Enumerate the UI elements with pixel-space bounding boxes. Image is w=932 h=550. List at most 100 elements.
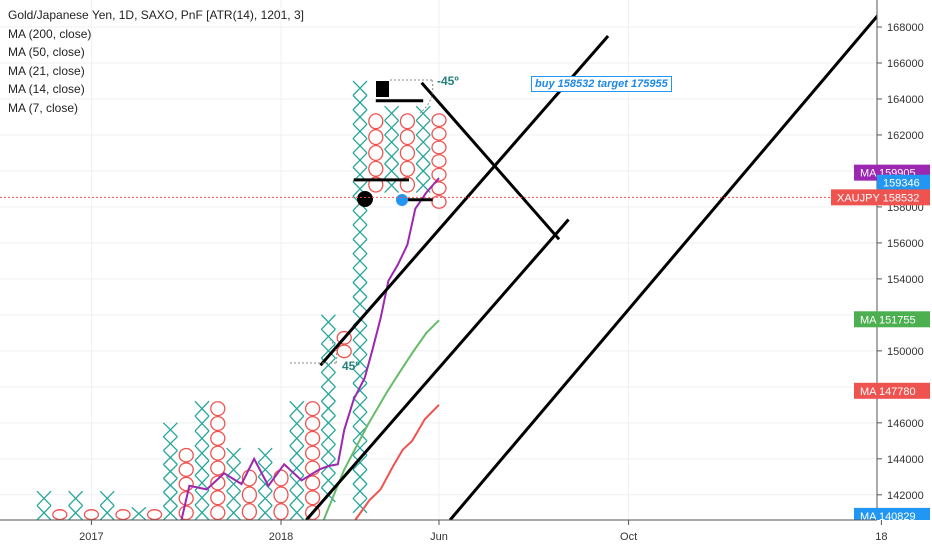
pnf-x-mark [352, 469, 368, 485]
pnf-o-mark [368, 144, 384, 162]
pnf-x-mark [162, 464, 178, 479]
pnf-x-mark [226, 461, 242, 478]
pnf-o-mark [304, 401, 321, 417]
pnf-x-mark [36, 490, 52, 507]
pnf-o-mark [210, 415, 226, 432]
pnf-x-mark [68, 490, 84, 507]
legend-ma-14[interactable]: MA (14, close) [8, 82, 85, 96]
pnf-x-mark [320, 429, 336, 445]
pnf-o-mark [304, 460, 321, 476]
pnf-x-mark [289, 475, 305, 491]
pnf-x-mark [320, 386, 336, 402]
x-tick-label: 2017 [79, 531, 103, 543]
angle-arc-bottom [290, 339, 338, 364]
pnf-x-mark [194, 430, 210, 447]
pnf-x-mark [99, 490, 115, 507]
pnf-x-mark [352, 94, 368, 111]
pnf-x-mark [289, 415, 305, 432]
pnf-o-mark [399, 113, 416, 130]
pnf-o-mark [146, 509, 163, 521]
y-tick-label: 150000 [887, 346, 924, 358]
pnf-x-mark [257, 447, 273, 463]
pnf-x-mark [352, 483, 368, 499]
chart-title: Gold/Japanese Yen, 1D, SAXO, PnF [ATR(14… [8, 8, 304, 22]
pnf-x-mark [352, 123, 368, 139]
legend-ma-21[interactable]: MA (21, close) [8, 63, 85, 78]
pnf-x-mark [352, 454, 368, 471]
pnf-x-mark [352, 80, 368, 96]
pnf-o-mark [336, 344, 352, 359]
pnf-x-mark [162, 436, 178, 452]
pnf-x-mark [320, 343, 336, 359]
pnf-x-mark [384, 120, 400, 136]
legend: Gold/Japanese Yen, 1D, SAXO, PnF [ATR(14… [8, 6, 304, 117]
legend-ma-200[interactable]: MA (200, close) [8, 26, 92, 41]
pnf-x-mark [320, 472, 336, 489]
pnf-x-mark [352, 238, 368, 255]
pnf-x-mark [36, 505, 52, 521]
trade-note[interactable]: buy 158532 target 175955 [531, 76, 672, 92]
pnf-x-mark [384, 163, 400, 179]
pnf-x-mark [352, 181, 368, 197]
pnf-x-mark [289, 400, 305, 417]
pnf-o-mark [178, 462, 194, 477]
pnf-o-mark [399, 129, 416, 146]
trend-line-2 [305, 218, 570, 521]
pnf-x-mark [320, 314, 336, 330]
pnf-o-mark [431, 167, 447, 182]
pnf-x-mark [162, 477, 178, 493]
pnf-o-mark [178, 447, 194, 463]
y-axis-bg [877, 0, 932, 550]
pnf-o-mark [241, 486, 258, 504]
pnf-o-mark [368, 129, 384, 146]
bitcoin-icon [396, 194, 408, 206]
pnf-x-mark [352, 138, 368, 154]
y-axis: 1420001440001460001480001500001520001540… [831, 0, 932, 550]
y-tick-label: 166000 [887, 58, 924, 70]
pnf-x-mark [162, 422, 178, 438]
legend-ma-7[interactable]: MA (7, close) [8, 100, 79, 115]
pnf-o-mark [210, 445, 226, 461]
pnf-x-mark [352, 282, 368, 298]
price-label: XAUJPY 158532 [837, 192, 919, 204]
pnf-x-mark [162, 450, 178, 465]
pnf-x-mark [352, 253, 368, 269]
y-tick-label: 162000 [887, 130, 924, 142]
pnf-o-mark [336, 330, 352, 345]
pnf-o-mark [368, 113, 384, 130]
pnf-x-mark [131, 506, 147, 521]
price-label-bg [877, 174, 930, 191]
pnf-o-mark [210, 460, 226, 476]
pnf-x-mark [162, 491, 178, 507]
pnf-o-mark [178, 491, 194, 506]
pnf-x-mark [384, 134, 400, 150]
pnf-x-mark [352, 267, 368, 283]
pnf-x-mark [320, 400, 336, 417]
pnf-x-mark [257, 490, 273, 507]
pnf-x-mark [257, 505, 273, 521]
ma-line [180, 177, 440, 521]
pnf-x-mark [289, 504, 305, 521]
pnf-o-mark [241, 503, 258, 521]
pnf-x-mark [352, 210, 368, 226]
pnf-o-mark [210, 475, 226, 491]
pnf-x-mark [194, 400, 210, 417]
pnf-o-mark [368, 160, 384, 177]
pnf-x-mark [415, 177, 431, 193]
ma-line [322, 319, 440, 521]
pnf-o-mark [304, 415, 321, 432]
y-tick-label: 142000 [887, 490, 924, 502]
angle-label-neg45: -45º [437, 74, 459, 88]
pnf-x-mark [320, 415, 336, 431]
legend-ma-50[interactable]: MA (50, close) [8, 45, 85, 59]
price-label: MA 147780 [860, 386, 916, 398]
price-label: MA 151755 [860, 314, 916, 326]
pnf-x-mark [352, 109, 368, 125]
pnf-o-mark [431, 113, 447, 128]
pnf-x-mark [352, 411, 368, 427]
pnf-o-mark [368, 176, 384, 193]
y-tick-label: 154000 [887, 274, 924, 286]
pnf-o-mark [210, 505, 226, 521]
